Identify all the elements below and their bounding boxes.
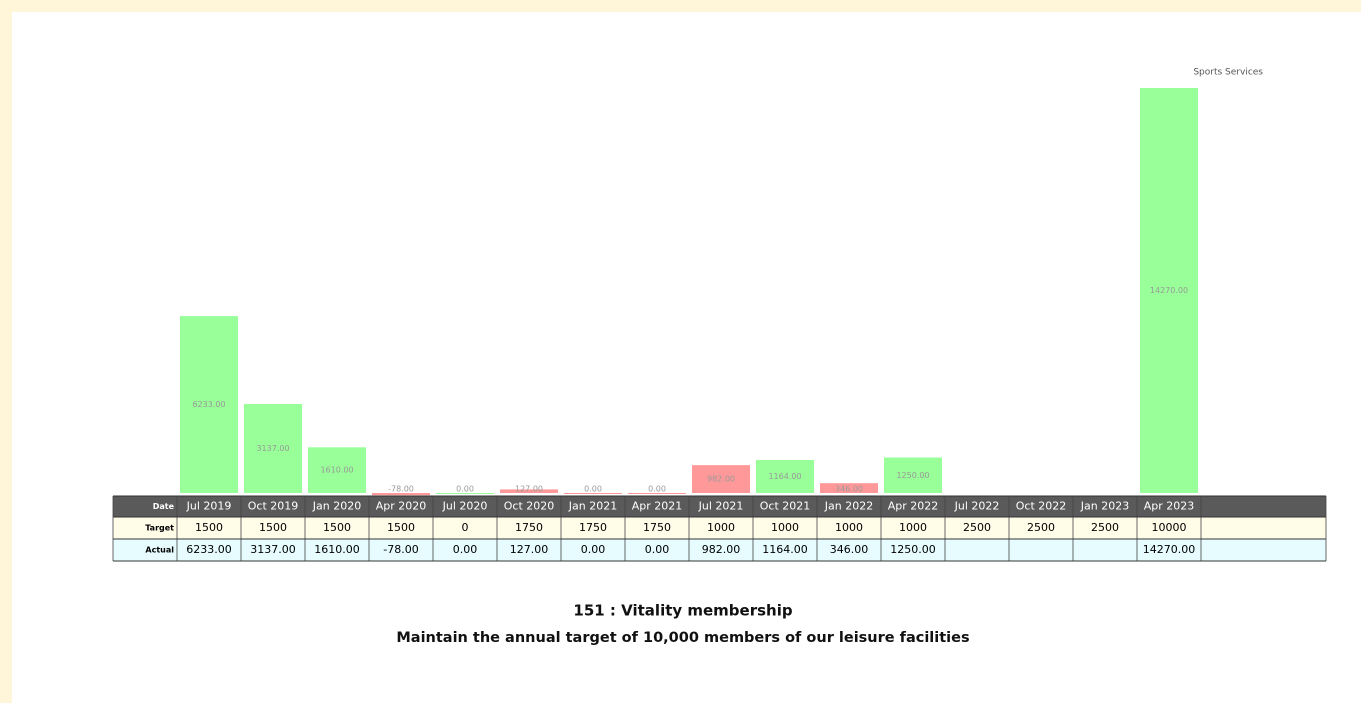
bar: [1140, 88, 1198, 493]
actual-cell: 1250.00: [890, 543, 936, 556]
date-cell: Oct 2022: [1016, 500, 1067, 513]
actual-cell: 982.00: [702, 543, 741, 556]
actual-cell: 0.00: [453, 543, 478, 556]
bar-label: 982.00: [707, 475, 735, 484]
target-cell: 2500: [963, 521, 991, 534]
bar-label: 1610.00: [320, 466, 353, 475]
bar: [884, 457, 942, 493]
target-cell: 2500: [1027, 521, 1055, 534]
date-cell: Oct 2020: [504, 500, 555, 513]
date-cell: Apr 2022: [888, 500, 939, 513]
bar-label: 1164.00: [768, 472, 801, 481]
actual-cell: 1610.00: [314, 543, 360, 556]
bar: [244, 403, 302, 493]
actual-cell: 3137.00: [250, 543, 296, 556]
target-cell: 1750: [643, 521, 671, 534]
target-cell: 2500: [1091, 521, 1119, 534]
actual-cell: 1164.00: [762, 543, 808, 556]
row-label: Actual: [145, 546, 174, 555]
actual-row: [113, 539, 1326, 561]
date-cell: Oct 2021: [760, 500, 811, 513]
date-cell: Apr 2021: [632, 500, 683, 513]
service-label: Sports Services: [1193, 68, 1263, 78]
row-label: Date: [153, 502, 175, 511]
target-cell: 1750: [515, 521, 543, 534]
date-cell: Jan 2021: [568, 500, 617, 513]
date-cell: Jul 2022: [954, 500, 1000, 513]
bar-label: 6233.00: [192, 400, 225, 409]
actual-cell: 127.00: [510, 543, 549, 556]
date-cell: Jan 2022: [824, 500, 873, 513]
date-cell: Apr 2020: [376, 500, 427, 513]
bar: [500, 489, 558, 493]
target-cell: 1500: [259, 521, 287, 534]
bar: [436, 493, 494, 494]
bar: [564, 493, 622, 494]
target-cell: 1000: [771, 521, 799, 534]
date-cell: Jan 2023: [1080, 500, 1129, 513]
date-cell: Apr 2023: [1144, 500, 1195, 513]
actual-cell: 0.00: [645, 543, 670, 556]
bar: [756, 459, 814, 493]
date-cell: Jul 2021: [698, 500, 744, 513]
target-cell: 1500: [323, 521, 351, 534]
row-label: Target: [145, 524, 174, 533]
actual-cell: 6233.00: [186, 543, 232, 556]
bar: [692, 465, 750, 493]
chart-title: 151 : Vitality membership: [573, 602, 792, 620]
target-cell: 0: [462, 521, 469, 534]
target-cell: 1000: [707, 521, 735, 534]
actual-cell: 0.00: [581, 543, 606, 556]
bar-label: 3137.00: [256, 444, 289, 453]
date-cell: Oct 2019: [248, 500, 299, 513]
bar-label: 0.00: [584, 485, 602, 494]
actual-cell: 346.00: [830, 543, 869, 556]
actual-cell: -78.00: [383, 543, 418, 556]
bar-label: 0.00: [648, 485, 666, 494]
target-cell: 1000: [899, 521, 927, 534]
bar: [820, 483, 878, 493]
bar: [180, 316, 238, 493]
date-cell: Jul 2020: [442, 500, 488, 513]
date-cell: Jan 2020: [312, 500, 361, 513]
header-row: [113, 496, 1326, 517]
target-cell: 1000: [835, 521, 863, 534]
date-cell: Jul 2019: [186, 500, 232, 513]
bar-label: 346.00: [835, 485, 863, 494]
bar: [372, 493, 430, 496]
target-cell: 10000: [1152, 521, 1187, 534]
target-cell: 1500: [387, 521, 415, 534]
bar-label: 127.00: [515, 485, 543, 494]
target-cell: 1500: [195, 521, 223, 534]
bar-label: -78.00: [388, 485, 414, 494]
bar-label: 14270.00: [1150, 286, 1188, 295]
bar: [628, 493, 686, 494]
bar-label: 1250.00: [896, 471, 929, 480]
bar-label: 0.00: [456, 485, 474, 494]
bar: [308, 447, 366, 493]
target-cell: 1750: [579, 521, 607, 534]
target-row: [113, 517, 1326, 539]
chart-subtitle: Maintain the annual target of 10,000 mem…: [396, 630, 969, 646]
actual-cell: 14270.00: [1143, 543, 1196, 556]
